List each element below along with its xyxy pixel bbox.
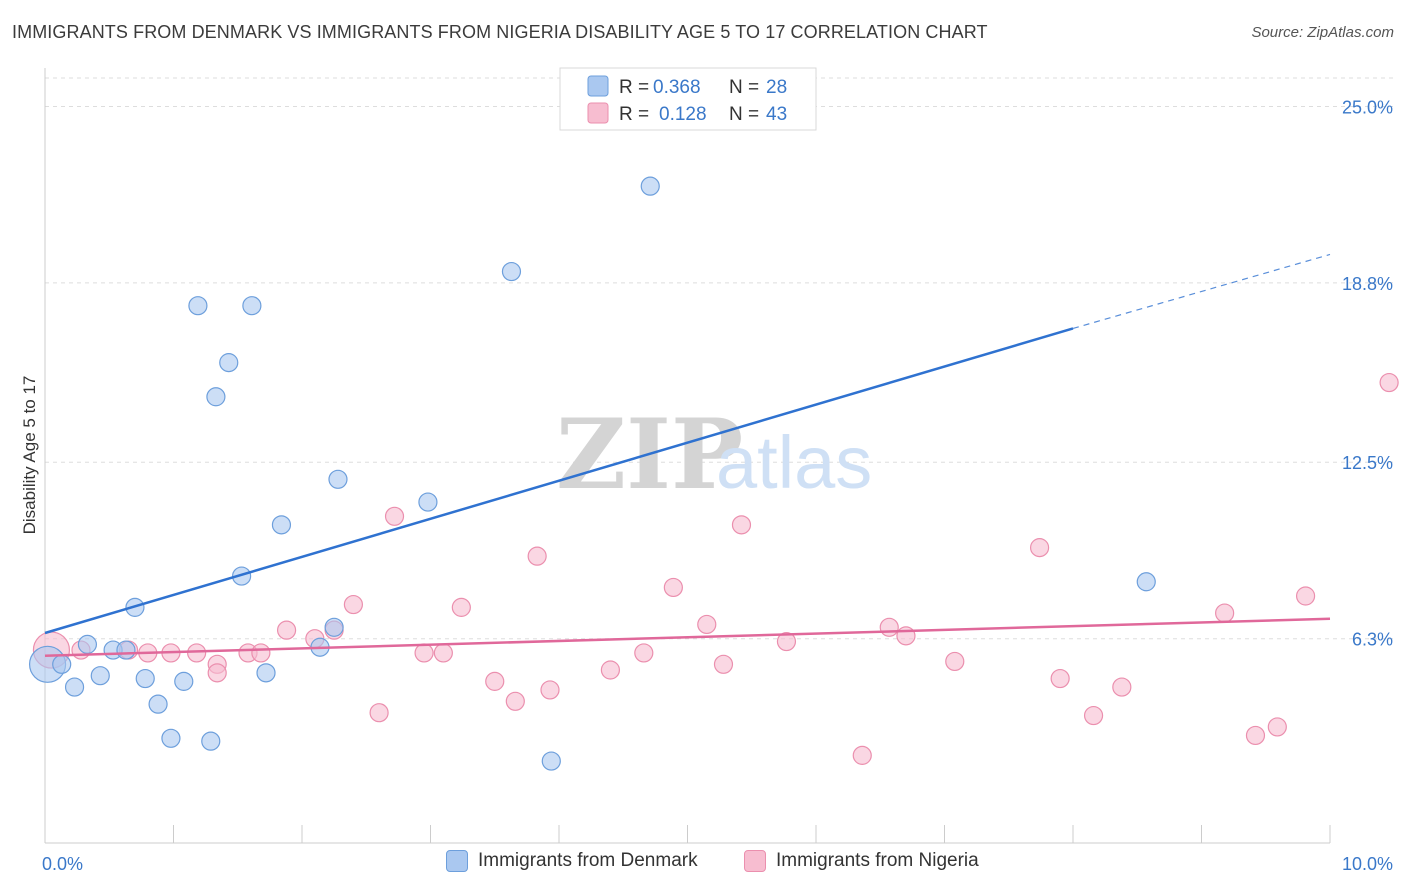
trend-layer xyxy=(44,253,1331,658)
point-denmark-18 xyxy=(256,663,276,683)
x-tick-label-0: 0.0% xyxy=(42,854,83,874)
point-denmark-25 xyxy=(541,751,561,771)
point-nigeria-36 xyxy=(1083,705,1104,726)
point-denmark-1 xyxy=(52,654,72,674)
point-denmark-22 xyxy=(328,469,348,489)
point-nigeria-7 xyxy=(207,663,227,683)
legend-top: R = 0.368 N = 28 R = 0.128 N = 43 xyxy=(559,67,817,131)
point-nigeria-9 xyxy=(251,643,271,663)
watermark-atlas: atlas xyxy=(716,421,872,504)
legend-r-value-denmark: 0.368 xyxy=(653,77,701,98)
point-nigeria-10 xyxy=(276,620,297,640)
point-nigeria-33 xyxy=(945,651,965,672)
point-nigeria-41 xyxy=(1295,586,1316,606)
point-nigeria-32 xyxy=(896,626,916,646)
point-nigeria-15 xyxy=(384,506,405,526)
point-denmark-13 xyxy=(201,731,221,751)
point-nigeria-29 xyxy=(776,631,797,652)
legend-item-denmark: Immigrants from Denmark xyxy=(446,850,698,872)
point-denmark-2 xyxy=(64,677,85,697)
point-nigeria-17 xyxy=(433,643,453,663)
legend-label-nigeria: Immigrants from Nigeria xyxy=(776,850,979,871)
legend-bottom: Immigrants from Denmark Immigrants from … xyxy=(0,850,1406,878)
point-nigeria-20 xyxy=(505,691,525,711)
legend-n-label-nigeria: N = xyxy=(729,104,759,125)
trend-line-nigeria xyxy=(44,617,1331,658)
legend-swatch-denmark xyxy=(587,75,609,97)
legend-label-denmark: Immigrants from Denmark xyxy=(478,850,698,871)
point-nigeria-25 xyxy=(663,577,683,598)
point-denmark-19 xyxy=(271,515,292,535)
point-nigeria-38 xyxy=(1215,603,1235,623)
point-denmark-8 xyxy=(135,668,155,689)
point-nigeria-5 xyxy=(187,643,207,663)
point-denmark-6 xyxy=(116,640,136,660)
legend-swatch-nigeria xyxy=(587,102,609,124)
point-denmark-27 xyxy=(1136,572,1156,592)
legend-swatch-nigeria-bottom xyxy=(744,850,766,872)
point-nigeria-22 xyxy=(540,680,560,700)
legend-n-value-denmark: 28 xyxy=(766,77,787,98)
point-nigeria-30 xyxy=(852,745,872,765)
point-denmark-14 xyxy=(206,387,226,407)
point-denmark-24 xyxy=(501,261,522,282)
point-nigeria-37 xyxy=(1112,677,1132,697)
point-denmark-17 xyxy=(242,296,262,316)
point-nigeria-23 xyxy=(600,660,621,680)
point-denmark-11 xyxy=(174,671,194,691)
point-denmark-15 xyxy=(219,353,239,373)
point-denmark-21 xyxy=(324,617,344,637)
point-nigeria-24 xyxy=(634,643,654,663)
chart-title: IMMIGRANTS FROM DENMARK VS IMMIGRANTS FR… xyxy=(12,22,988,42)
point-nigeria-19 xyxy=(485,671,505,691)
point-nigeria-40 xyxy=(1267,717,1287,737)
point-nigeria-14 xyxy=(369,703,389,723)
legend-n-label-denmark: N = xyxy=(729,77,759,98)
point-nigeria-39 xyxy=(1245,725,1266,746)
point-nigeria-31 xyxy=(879,617,899,637)
point-denmark-9 xyxy=(148,694,168,714)
point-nigeria-35 xyxy=(1050,668,1070,689)
point-denmark-12 xyxy=(188,296,208,316)
point-nigeria-18 xyxy=(451,597,471,617)
y-tick-label-0: 6.3% xyxy=(1352,630,1393,650)
x-tick-label-1: 10.0% xyxy=(1342,854,1393,874)
point-nigeria-26 xyxy=(697,614,717,635)
point-denmark-16 xyxy=(232,566,252,586)
point-nigeria-21 xyxy=(527,546,547,566)
point-denmark-23 xyxy=(418,492,438,512)
legend-item-nigeria: Immigrants from Nigeria xyxy=(744,850,979,872)
trend-line-denmark xyxy=(44,327,1074,635)
axis-layer: 6.3% 12.5% 18.8% 25.0% 0.0% 10.0% xyxy=(42,68,1393,874)
legend-r-label-nigeria: R = xyxy=(619,104,649,125)
y-tick-label-3: 25.0% xyxy=(1342,97,1393,117)
point-denmark-3 xyxy=(77,634,98,654)
y-tick-label-2: 18.8% xyxy=(1342,274,1393,294)
point-denmark-4 xyxy=(90,666,110,686)
legend-r-value-nigeria: 0.128 xyxy=(659,104,707,125)
trend-line-denmark-extension xyxy=(1072,253,1331,330)
legend-swatch-denmark-bottom xyxy=(446,850,468,872)
y-tick-label-1: 12.5% xyxy=(1342,453,1393,473)
point-nigeria-28 xyxy=(731,515,752,535)
point-nigeria-34 xyxy=(1029,538,1050,558)
point-nigeria-13 xyxy=(343,594,363,615)
point-nigeria-27 xyxy=(713,654,734,674)
point-nigeria-16 xyxy=(414,643,434,663)
point-denmark-10 xyxy=(161,728,181,748)
y-axis-label: Disability Age 5 to 17 xyxy=(20,376,39,535)
legend-n-value-nigeria: 43 xyxy=(766,104,787,125)
grid-layer xyxy=(45,77,1395,640)
point-nigeria-42 xyxy=(1379,372,1399,393)
source-label: Source: ZipAtlas.com xyxy=(1251,24,1394,41)
point-denmark-26 xyxy=(640,176,660,196)
legend-r-label-denmark: R = xyxy=(619,77,649,98)
